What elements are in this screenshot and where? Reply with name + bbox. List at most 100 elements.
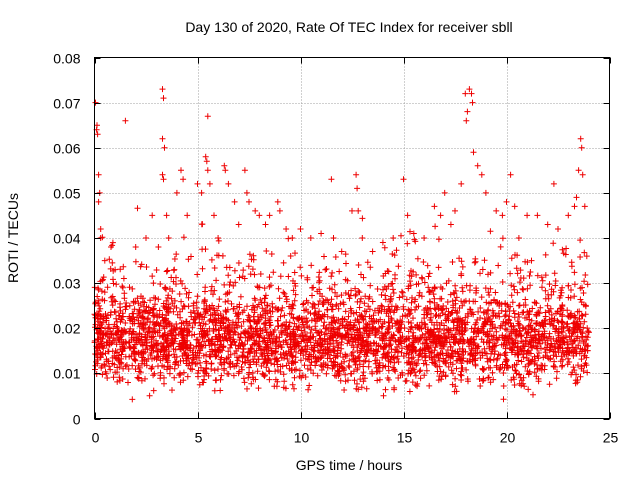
data-point xyxy=(472,321,479,328)
data-point xyxy=(528,343,535,350)
data-point xyxy=(215,235,222,241)
data-point xyxy=(132,331,139,338)
data-point xyxy=(155,353,162,360)
data-point xyxy=(497,243,504,250)
data-point xyxy=(459,263,466,270)
data-point xyxy=(390,286,396,293)
data-point xyxy=(318,367,325,373)
data-point xyxy=(548,311,555,318)
data-point xyxy=(334,344,341,351)
data-point xyxy=(376,325,383,331)
data-point xyxy=(239,366,245,373)
data-point xyxy=(410,354,417,361)
data-point xyxy=(421,372,428,379)
data-point xyxy=(95,285,101,292)
data-point xyxy=(547,321,554,328)
data-point xyxy=(413,271,420,278)
data-point xyxy=(104,312,111,319)
data-point xyxy=(494,355,501,362)
data-point xyxy=(183,345,189,352)
data-point xyxy=(149,328,156,335)
data-point xyxy=(123,362,130,368)
data-point xyxy=(350,344,357,351)
data-point xyxy=(264,352,271,359)
data-point xyxy=(135,362,142,369)
data-point xyxy=(278,331,285,338)
data-point xyxy=(477,305,484,311)
data-point xyxy=(191,331,198,338)
data-point xyxy=(502,352,509,359)
data-point xyxy=(425,306,432,313)
data-point xyxy=(428,329,435,336)
data-point xyxy=(475,308,482,315)
data-point xyxy=(173,321,180,327)
data-point xyxy=(228,326,235,333)
data-point xyxy=(157,357,164,364)
data-point xyxy=(458,258,465,265)
data-point xyxy=(252,207,259,214)
data-point xyxy=(404,346,411,353)
data-point xyxy=(361,375,368,382)
data-point xyxy=(583,253,590,260)
data-point xyxy=(153,311,160,318)
data-point xyxy=(156,307,163,314)
data-point xyxy=(255,284,262,291)
data-point xyxy=(459,348,466,355)
data-point xyxy=(321,331,328,338)
data-point xyxy=(112,298,119,305)
data-point xyxy=(228,300,235,307)
data-point xyxy=(353,385,360,392)
data-point xyxy=(275,306,282,313)
data-point xyxy=(578,363,585,370)
data-point xyxy=(266,212,273,219)
data-point xyxy=(137,369,144,376)
data-point xyxy=(160,95,167,102)
data-point xyxy=(343,260,349,267)
data-point xyxy=(281,290,288,297)
data-point xyxy=(148,333,155,340)
data-point xyxy=(116,359,123,365)
data-point xyxy=(399,289,406,296)
data-point xyxy=(515,311,522,318)
data-point xyxy=(518,332,525,339)
data-point xyxy=(431,322,438,328)
data-point xyxy=(439,350,446,357)
data-point xyxy=(193,354,200,361)
data-point xyxy=(466,339,473,346)
data-point xyxy=(346,295,353,302)
data-point xyxy=(251,295,258,302)
data-point xyxy=(381,244,388,251)
data-point xyxy=(97,226,104,232)
data-point xyxy=(388,346,395,353)
data-point xyxy=(366,321,373,328)
data-point xyxy=(180,357,187,364)
data-point xyxy=(307,330,314,336)
data-point xyxy=(218,315,225,321)
data-point xyxy=(306,382,313,389)
data-point xyxy=(335,305,342,312)
data-point xyxy=(119,376,126,382)
data-point xyxy=(445,329,452,336)
data-point xyxy=(161,374,167,381)
data-point xyxy=(250,356,256,363)
data-point xyxy=(477,270,483,277)
data-point xyxy=(336,371,343,377)
data-point xyxy=(550,240,557,247)
data-point xyxy=(108,244,114,250)
data-point xyxy=(134,205,141,212)
data-point xyxy=(415,303,422,310)
data-point xyxy=(542,272,549,279)
data-point xyxy=(546,347,553,354)
data-point xyxy=(515,235,522,241)
data-point xyxy=(324,313,331,320)
data-point xyxy=(482,331,489,338)
data-point xyxy=(209,340,216,347)
data-point xyxy=(152,301,158,308)
data-point xyxy=(112,266,119,273)
data-point xyxy=(400,176,407,183)
data-point xyxy=(568,259,575,266)
data-point xyxy=(99,343,106,350)
data-point xyxy=(550,288,557,295)
data-point xyxy=(184,212,191,219)
data-point xyxy=(452,307,459,314)
